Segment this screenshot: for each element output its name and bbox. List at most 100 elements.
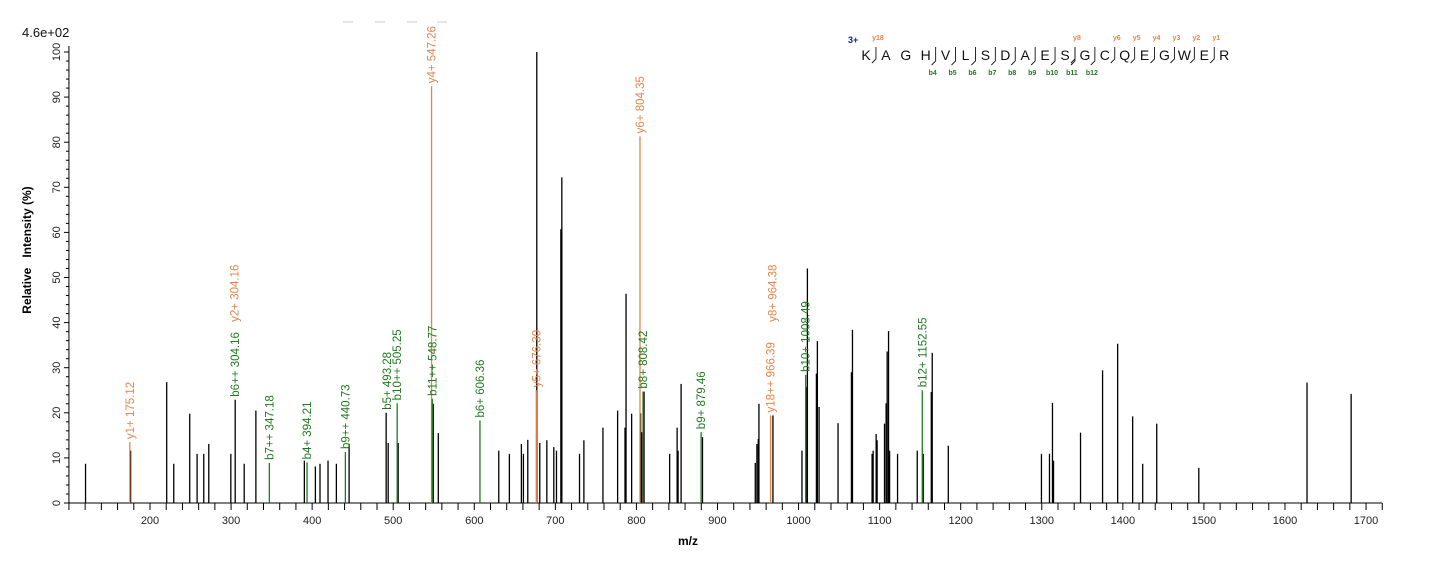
b-cleavage-mark	[1090, 47, 1096, 66]
x-tick-label: 1700	[1354, 515, 1378, 527]
x-tick-label: 1600	[1273, 515, 1297, 527]
y-tick-label: 100	[51, 43, 63, 61]
y-ion-label: y18	[872, 35, 884, 42]
x-tick-label: 900	[708, 515, 726, 527]
x-tick-label: 800	[627, 515, 645, 527]
peak-label: y5+ 676.30	[531, 330, 543, 387]
peak-label: b4+ 394.21	[302, 402, 314, 460]
y-tick-label: 60	[51, 226, 63, 238]
b-cleavage-mark	[931, 47, 937, 66]
peak-label: b12+ 1152.55	[917, 317, 929, 387]
annotations: y1+ 175.12 y2+ 304.16 b6++ 304.16 b7++ 347.…	[125, 26, 929, 503]
residue: D	[1000, 47, 1010, 63]
peak-label: b11++ 548.77	[427, 326, 439, 396]
y-ion-label: y4	[1153, 35, 1161, 42]
peaks	[84, 52, 1352, 503]
y-cleavage-mark	[1130, 47, 1136, 64]
residue: G	[900, 47, 911, 63]
y-ion-label: y8	[1073, 35, 1081, 42]
y-tick-label: 0	[51, 500, 63, 506]
x-tick-label: 500	[384, 515, 402, 527]
x-tick-label: 400	[303, 515, 321, 527]
charge-state: 3+	[848, 35, 858, 45]
intensity-scale-label: 4.6e+02	[22, 25, 69, 40]
y-cleavage-mark	[1190, 47, 1195, 64]
y-tick-label: 10	[51, 452, 63, 464]
x-tick-label: 1200	[948, 515, 972, 527]
b-ion-label: b4	[929, 70, 937, 77]
b-ion-label: b5	[948, 70, 956, 77]
y-ion-label: y5	[1133, 35, 1141, 42]
y-cleavage-mark	[1209, 47, 1215, 64]
residue: L	[962, 47, 970, 63]
residue: A	[1021, 47, 1031, 63]
b-ion-label: b9	[1028, 70, 1036, 77]
x-tick-label: 1100	[868, 515, 892, 527]
peak-label: y8+ 964.38	[768, 265, 780, 322]
b-cleavage-mark	[991, 47, 996, 66]
peak-label: b10++ 505.25	[392, 329, 404, 400]
x-tick-label: 1400	[1111, 515, 1135, 527]
residue: E	[1140, 47, 1149, 63]
peak-label: y2+ 304.16	[229, 265, 241, 322]
residue: W	[1178, 47, 1192, 63]
peak-label: y18++ 966.39	[766, 342, 778, 412]
peak-label: b6++ 304.16	[230, 332, 242, 397]
residue: R	[1219, 47, 1229, 63]
b-cleavage-mark	[1010, 47, 1016, 66]
b-ion-label: b8	[1008, 70, 1016, 77]
residue: A	[881, 47, 891, 63]
x-tick-label: 600	[465, 515, 483, 527]
b-ion-label: b10	[1046, 70, 1058, 77]
b-cleavage-mark	[971, 47, 976, 66]
residue: K	[861, 47, 871, 63]
residue: E	[1200, 47, 1209, 63]
residue: S	[981, 47, 990, 63]
residue: G	[1079, 47, 1090, 63]
y-tick-label: 70	[51, 181, 63, 193]
y-ion-label: y2	[1192, 35, 1200, 42]
x-tick-label: 200	[141, 515, 159, 527]
residue: H	[921, 47, 931, 63]
y-tick-label: 80	[51, 136, 63, 148]
peak-label: b5+ 493.28	[382, 352, 394, 410]
y-axis-title: Relative Intensity (%)	[20, 186, 34, 313]
y-ion-label: y3	[1173, 35, 1181, 42]
peak-label: y1+ 175.12	[125, 382, 137, 439]
peak-label: b10+ 1008.49	[801, 301, 813, 372]
b-cleavage-mark	[1070, 47, 1076, 66]
peak-label: b9+ 879.46	[696, 371, 708, 429]
y-tick-label: 90	[51, 91, 63, 103]
axes: 200 300 400 500 600 700 800 900 1000 1100 1200 1300…	[51, 43, 1383, 527]
x-tick-label: 700	[546, 515, 564, 527]
b-ion-label: b12	[1086, 70, 1098, 77]
x-tick-label: 300	[222, 515, 240, 527]
x-tick-label: 1500	[1192, 515, 1216, 527]
y-ion-label: y1	[1212, 35, 1220, 42]
b-ion-label: b6	[968, 70, 976, 77]
y-cleavage-mark	[1170, 47, 1175, 64]
b-ion-label: b7	[988, 70, 996, 77]
residue: V	[941, 47, 951, 63]
peak-label: b8+ 808.42	[638, 331, 650, 389]
peak-label: b6+ 606.36	[475, 360, 487, 418]
y-tick-label: 30	[51, 362, 63, 374]
y-tick-label: 20	[51, 407, 63, 419]
residue: C	[1100, 47, 1110, 63]
residue: S	[1060, 47, 1069, 63]
b-cleavage-mark	[1050, 47, 1056, 66]
y-cleavage-mark	[1110, 47, 1116, 64]
peak-label: b7++ 347.18	[264, 395, 276, 460]
residue: E	[1040, 47, 1049, 63]
y-ion-label: y6	[1113, 35, 1121, 42]
y-cleavage-mark	[1150, 47, 1155, 64]
y-cleavage-mark	[1070, 47, 1076, 64]
peak-label: y4+ 547.26	[427, 26, 439, 83]
y-tick-label: 50	[51, 271, 63, 283]
x-axis-title: m/z	[678, 534, 698, 548]
peak-label: y6+ 804.35	[635, 76, 647, 133]
x-tick-label: 1000	[786, 515, 810, 527]
b-ion-label: b11	[1066, 70, 1078, 77]
